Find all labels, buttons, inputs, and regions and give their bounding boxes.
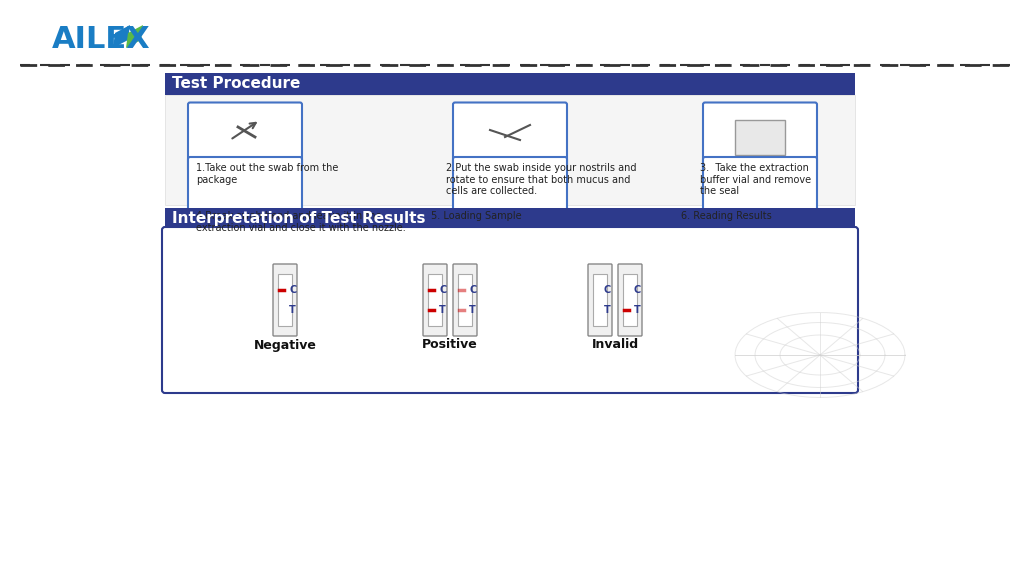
FancyBboxPatch shape bbox=[618, 264, 642, 336]
Text: T: T bbox=[289, 305, 296, 315]
Text: AILEX: AILEX bbox=[52, 26, 151, 54]
Text: 3.  Take the extraction
buffer vial and remove
the seal: 3. Take the extraction buffer vial and r… bbox=[700, 163, 811, 196]
Text: T: T bbox=[604, 305, 610, 315]
Text: Interpretation of Test Results: Interpretation of Test Results bbox=[172, 212, 426, 226]
Text: 1.Take out the swab from the
package: 1.Take out the swab from the package bbox=[196, 163, 338, 185]
Text: 5. Loading Sample: 5. Loading Sample bbox=[431, 211, 521, 221]
FancyBboxPatch shape bbox=[165, 73, 855, 95]
FancyBboxPatch shape bbox=[453, 102, 567, 171]
FancyBboxPatch shape bbox=[458, 274, 472, 326]
Text: 2.Put the swab inside your nostrils and
rotate to ensure that both mucus and
cel: 2.Put the swab inside your nostrils and … bbox=[446, 163, 637, 196]
Text: T: T bbox=[634, 305, 641, 315]
FancyBboxPatch shape bbox=[278, 274, 292, 326]
Polygon shape bbox=[126, 25, 143, 48]
Text: Test Procedure: Test Procedure bbox=[172, 77, 300, 91]
Text: T: T bbox=[439, 305, 445, 315]
Text: Negative: Negative bbox=[254, 339, 316, 352]
FancyBboxPatch shape bbox=[188, 157, 302, 221]
Polygon shape bbox=[113, 25, 130, 48]
FancyBboxPatch shape bbox=[428, 274, 442, 326]
FancyBboxPatch shape bbox=[453, 157, 567, 221]
Text: C: C bbox=[634, 285, 641, 295]
FancyBboxPatch shape bbox=[273, 264, 297, 336]
Text: Positive: Positive bbox=[422, 339, 478, 352]
FancyBboxPatch shape bbox=[162, 227, 858, 393]
FancyBboxPatch shape bbox=[703, 102, 817, 171]
Text: C: C bbox=[439, 285, 446, 295]
Text: T: T bbox=[469, 305, 476, 315]
Bar bbox=[735, 120, 785, 155]
FancyBboxPatch shape bbox=[188, 102, 302, 171]
FancyBboxPatch shape bbox=[623, 274, 637, 326]
Text: C: C bbox=[469, 285, 476, 295]
Text: 6. Reading Results: 6. Reading Results bbox=[681, 211, 771, 221]
FancyBboxPatch shape bbox=[453, 264, 477, 336]
FancyBboxPatch shape bbox=[165, 95, 855, 205]
Text: C: C bbox=[289, 285, 296, 295]
Text: C: C bbox=[604, 285, 611, 295]
FancyBboxPatch shape bbox=[593, 274, 607, 326]
FancyBboxPatch shape bbox=[703, 157, 817, 221]
FancyBboxPatch shape bbox=[423, 264, 447, 336]
Text: Invalid: Invalid bbox=[592, 339, 639, 352]
Text: 4.Break swab head and leave it in the
extraction vial and close it with the nozz: 4.Break swab head and leave it in the ex… bbox=[196, 211, 406, 233]
FancyBboxPatch shape bbox=[588, 264, 612, 336]
FancyBboxPatch shape bbox=[165, 208, 855, 230]
